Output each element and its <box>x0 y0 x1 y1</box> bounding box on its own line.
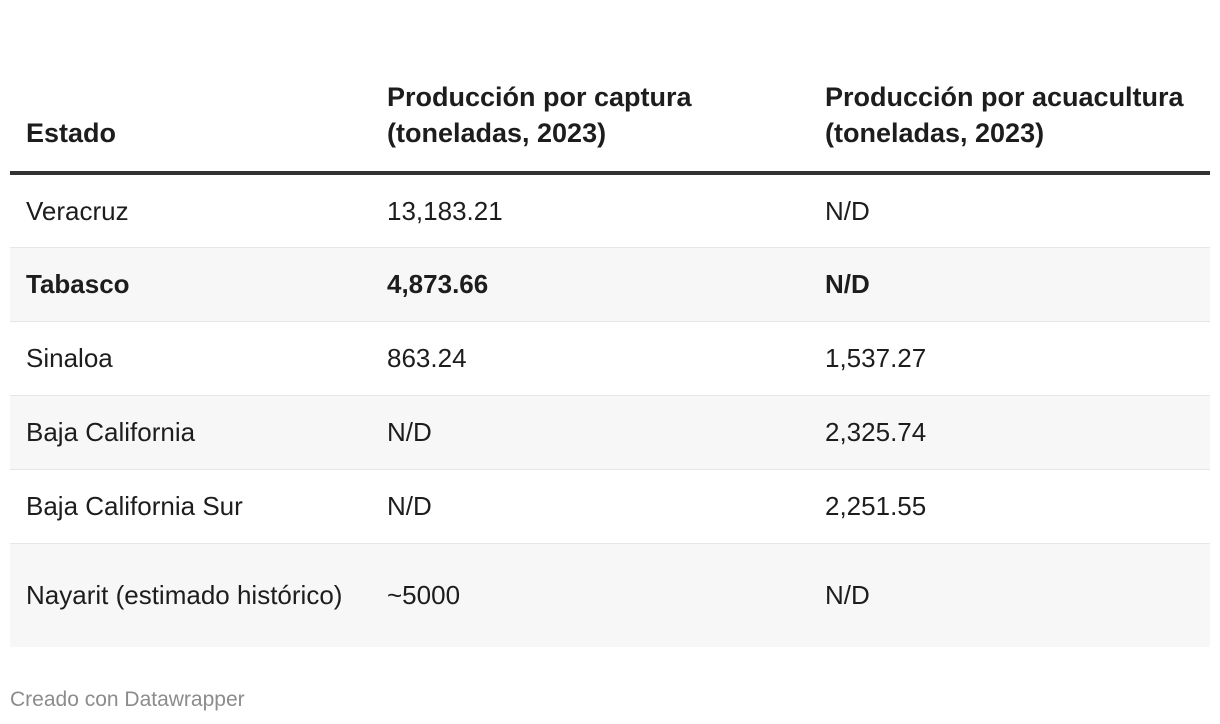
header-acuacultura[interactable]: Producción por acuacultura (toneladas, 2… <box>809 0 1210 175</box>
table-row-highlighted: Tabasco 4,873.66 N/D <box>10 247 1210 322</box>
table-row: Veracruz 13,183.21 N/D <box>10 173 1210 248</box>
cell-acuacultura: 2,251.55 <box>809 469 1210 544</box>
table-row: Nayarit (estimado histórico) ~5000 N/D <box>10 543 1210 647</box>
cell-estado: Baja California <box>10 395 371 470</box>
cell-captura: N/D <box>371 395 809 470</box>
datawrapper-credit[interactable]: Creado con Datawrapper <box>10 688 245 711</box>
data-table-container: Estado Producción por captura (toneladas… <box>10 0 1210 647</box>
cell-captura: 4,873.66 <box>371 247 809 322</box>
cell-captura: 863.24 <box>371 321 809 396</box>
table-row: Baja California N/D 2,325.74 <box>10 395 1210 470</box>
table-header-row: Estado Producción por captura (toneladas… <box>10 0 1210 175</box>
cell-acuacultura: 2,325.74 <box>809 395 1210 470</box>
cell-estado: Nayarit (estimado histórico) <box>10 543 371 647</box>
cell-estado: Baja California Sur <box>10 469 371 544</box>
production-table: Estado Producción por captura (toneladas… <box>10 0 1210 647</box>
cell-captura: N/D <box>371 469 809 544</box>
table-row: Baja California Sur N/D 2,251.55 <box>10 469 1210 544</box>
cell-acuacultura: N/D <box>809 543 1210 647</box>
cell-acuacultura: N/D <box>809 173 1210 248</box>
cell-estado: Tabasco <box>10 247 371 322</box>
table-row: Sinaloa 863.24 1,537.27 <box>10 321 1210 396</box>
cell-estado: Veracruz <box>10 173 371 248</box>
cell-captura: 13,183.21 <box>371 173 809 248</box>
header-captura[interactable]: Producción por captura (toneladas, 2023) <box>371 0 809 175</box>
header-estado[interactable]: Estado <box>10 0 371 175</box>
cell-estado: Sinaloa <box>10 321 371 396</box>
cell-captura: ~5000 <box>371 543 809 647</box>
cell-acuacultura: 1,537.27 <box>809 321 1210 396</box>
cell-acuacultura: N/D <box>809 247 1210 322</box>
